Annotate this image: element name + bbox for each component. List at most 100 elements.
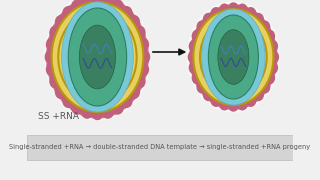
Circle shape <box>50 26 61 40</box>
Circle shape <box>138 70 146 80</box>
Circle shape <box>137 62 148 76</box>
Circle shape <box>204 14 213 26</box>
Circle shape <box>49 34 57 44</box>
Circle shape <box>268 40 277 52</box>
Circle shape <box>202 87 209 96</box>
Circle shape <box>264 30 275 42</box>
Text: Single-stranded +RNA → double-stranded DNA template → single-stranded +RNA proge: Single-stranded +RNA → double-stranded D… <box>9 145 311 150</box>
Circle shape <box>140 58 148 68</box>
Text: SS +RNA: SS +RNA <box>38 112 79 121</box>
Circle shape <box>87 0 96 6</box>
Circle shape <box>99 108 108 118</box>
Circle shape <box>264 27 270 35</box>
Circle shape <box>53 23 62 33</box>
Circle shape <box>92 0 103 8</box>
Circle shape <box>188 51 198 63</box>
Circle shape <box>243 7 250 15</box>
Circle shape <box>46 62 58 76</box>
Circle shape <box>260 21 270 33</box>
Circle shape <box>140 45 148 55</box>
Circle shape <box>119 99 127 109</box>
Circle shape <box>102 104 114 118</box>
Circle shape <box>268 51 278 63</box>
Ellipse shape <box>218 30 249 84</box>
Circle shape <box>47 59 55 69</box>
Circle shape <box>197 21 207 33</box>
Circle shape <box>72 0 83 14</box>
Circle shape <box>45 50 57 64</box>
Circle shape <box>46 38 58 52</box>
Circle shape <box>108 0 116 9</box>
Circle shape <box>109 105 117 115</box>
Ellipse shape <box>45 0 150 120</box>
Circle shape <box>54 82 62 92</box>
Circle shape <box>189 62 199 74</box>
Circle shape <box>209 94 216 102</box>
Circle shape <box>132 22 141 32</box>
Circle shape <box>68 5 76 15</box>
Ellipse shape <box>202 9 265 105</box>
Circle shape <box>63 93 75 107</box>
Circle shape <box>89 108 97 118</box>
Circle shape <box>47 46 55 56</box>
Ellipse shape <box>200 17 267 97</box>
Circle shape <box>192 38 199 46</box>
Circle shape <box>270 58 277 66</box>
Circle shape <box>192 30 202 42</box>
Circle shape <box>112 100 124 114</box>
Circle shape <box>246 94 256 106</box>
Circle shape <box>127 91 135 101</box>
Circle shape <box>234 5 241 13</box>
Circle shape <box>118 4 126 14</box>
Circle shape <box>246 8 256 20</box>
Circle shape <box>217 99 224 107</box>
Circle shape <box>133 26 145 40</box>
Ellipse shape <box>52 2 143 112</box>
Circle shape <box>112 0 124 14</box>
Circle shape <box>49 71 58 81</box>
Ellipse shape <box>193 9 273 105</box>
Circle shape <box>208 12 215 21</box>
Circle shape <box>244 98 251 106</box>
Circle shape <box>50 74 61 88</box>
Circle shape <box>211 8 221 20</box>
Circle shape <box>133 74 145 88</box>
Circle shape <box>226 101 233 109</box>
Ellipse shape <box>208 15 259 99</box>
Circle shape <box>220 98 229 110</box>
Circle shape <box>237 4 247 16</box>
Circle shape <box>251 12 258 20</box>
Circle shape <box>259 87 266 95</box>
Circle shape <box>128 15 140 29</box>
Circle shape <box>98 0 106 6</box>
Circle shape <box>81 0 93 10</box>
Circle shape <box>268 68 275 76</box>
Circle shape <box>204 89 213 100</box>
Circle shape <box>264 72 275 84</box>
Circle shape <box>268 37 275 44</box>
Circle shape <box>128 85 140 99</box>
Ellipse shape <box>58 10 137 104</box>
Circle shape <box>81 104 93 118</box>
Circle shape <box>120 7 132 21</box>
Circle shape <box>253 89 263 100</box>
Circle shape <box>78 105 87 115</box>
Circle shape <box>258 19 265 26</box>
Circle shape <box>190 48 197 56</box>
Circle shape <box>133 81 141 91</box>
Circle shape <box>138 50 149 64</box>
Circle shape <box>189 40 199 52</box>
Circle shape <box>190 59 197 67</box>
Ellipse shape <box>79 25 116 89</box>
Circle shape <box>120 93 132 107</box>
Circle shape <box>201 19 208 27</box>
Circle shape <box>211 94 221 106</box>
Circle shape <box>192 69 199 77</box>
Circle shape <box>260 81 270 93</box>
Circle shape <box>92 105 103 120</box>
Circle shape <box>268 62 277 74</box>
Circle shape <box>63 7 75 21</box>
Bar <box>27 135 293 160</box>
Circle shape <box>196 79 203 87</box>
Circle shape <box>228 3 238 15</box>
